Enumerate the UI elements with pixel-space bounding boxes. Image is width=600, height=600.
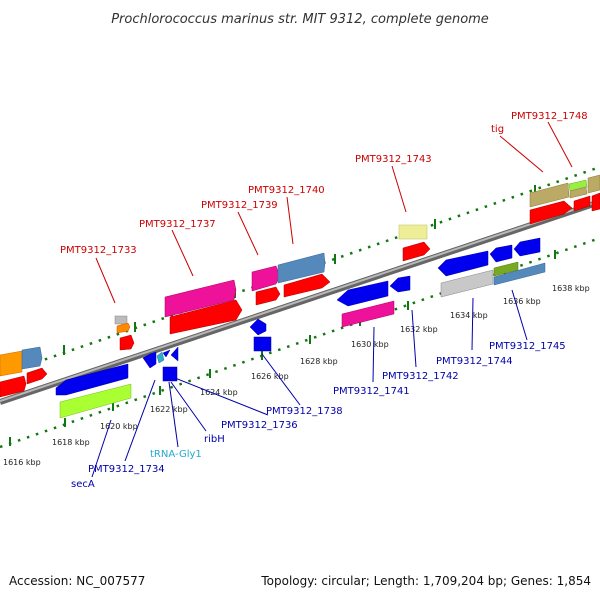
gene-box[interactable] xyxy=(440,269,494,298)
gene-arrow-forward[interactable] xyxy=(0,375,27,398)
gene-box[interactable] xyxy=(569,186,588,199)
gene-label[interactable]: PMT9312_1744 xyxy=(436,356,513,367)
gene-box[interactable] xyxy=(114,315,128,325)
gene-box[interactable] xyxy=(493,262,546,286)
tick-label: 1632 kbp xyxy=(400,325,438,334)
gene-arrow-reverse[interactable] xyxy=(156,351,165,364)
tick-label: 1634 kbp xyxy=(450,311,488,320)
tick-label: 1616 kbp xyxy=(3,458,41,467)
genome-title: Prochlorococcus marinus str. MIT 9312, c… xyxy=(111,12,489,27)
gene-label[interactable]: PMT9312_1742 xyxy=(382,371,459,382)
forward-label-leaders xyxy=(95,121,573,304)
gene-arrow-forward[interactable] xyxy=(277,252,326,284)
tick-label: 1624 kbp xyxy=(200,388,238,397)
gene-box[interactable] xyxy=(162,366,178,382)
gene-box[interactable] xyxy=(398,224,428,240)
gene-label[interactable]: ribH xyxy=(204,434,225,445)
reverse-gene-labels: secA PMT9312_1734 tRNA-Gly1 ribH PMT9312… xyxy=(71,341,566,490)
tick-label: 1638 kbp xyxy=(552,284,590,293)
tick-label: 1636 kbp xyxy=(503,297,541,306)
gene-label[interactable]: PMT9312_1748 xyxy=(511,111,588,122)
gene-label[interactable]: PMT9312_1739 xyxy=(201,200,278,211)
gene-label[interactable]: PMT9312_1741 xyxy=(333,386,410,397)
forward-gene-labels: PMT9312_1733 PMT9312_1737 PMT9312_1739 P… xyxy=(60,111,588,256)
gene-arrow-reverse[interactable] xyxy=(249,318,267,336)
tick-label: 1622 kbp xyxy=(150,405,188,414)
gene-label[interactable]: tig xyxy=(491,124,504,135)
gene-arrow-forward[interactable] xyxy=(283,273,331,298)
tick-label: 1626 kbp xyxy=(251,372,289,381)
gene-label[interactable]: PMT9312_1740 xyxy=(248,185,325,196)
tick-label: 1630 kbp xyxy=(351,340,389,349)
gene-label[interactable]: secA xyxy=(71,479,95,490)
gene-arrow-forward[interactable] xyxy=(573,195,591,212)
reverse-label-leaders xyxy=(91,289,528,478)
gene-box[interactable] xyxy=(59,383,132,419)
gene-arrow-forward[interactable] xyxy=(164,279,237,318)
gene-arrow-forward[interactable] xyxy=(255,286,281,306)
tick-label: 1628 kbp xyxy=(300,357,338,366)
gene-label[interactable]: PMT9312_1738 xyxy=(266,406,343,417)
genome-backbone-highlight xyxy=(0,200,600,402)
gene-arrow-forward[interactable] xyxy=(591,192,600,212)
tick-label: 1620 kbp xyxy=(100,422,138,431)
gene-arrow-reverse[interactable] xyxy=(336,280,389,307)
gene-arrow-forward[interactable] xyxy=(21,346,43,370)
gene-box[interactable] xyxy=(568,179,588,192)
gene-arrow-forward[interactable] xyxy=(529,200,573,225)
gene-arrow-reverse[interactable] xyxy=(489,244,513,263)
gene-arrow-forward[interactable] xyxy=(116,322,131,334)
gene-arrow-reverse[interactable] xyxy=(162,349,171,358)
gene-label[interactable]: PMT9312_1736 xyxy=(221,420,298,431)
gene-label[interactable]: PMT9312_1734 xyxy=(88,464,165,475)
gene-box[interactable] xyxy=(253,336,272,352)
gene-arrow-reverse[interactable] xyxy=(142,351,157,369)
gene-label[interactable]: PMT9312_1745 xyxy=(489,341,566,352)
gene-label[interactable]: PMT9312_1743 xyxy=(355,154,432,165)
gene-arrow-reverse[interactable] xyxy=(437,250,489,277)
reverse-features xyxy=(55,237,546,419)
genome-summary-text: Topology: circular; Length: 1,709,204 bp… xyxy=(260,574,591,588)
forward-features xyxy=(0,174,600,398)
gene-label[interactable]: PMT9312_1737 xyxy=(139,219,216,230)
reverse-track-guide xyxy=(0,236,600,449)
gene-arrow-forward[interactable] xyxy=(402,241,431,262)
gene-arrow-reverse[interactable] xyxy=(170,346,179,362)
gene-arrow-reverse[interactable] xyxy=(55,363,129,396)
gene-arrow-reverse[interactable] xyxy=(389,275,411,293)
forward-track-guide xyxy=(0,165,600,377)
accession-text: Accession: NC_007577 xyxy=(9,574,145,588)
gene-arrow-forward[interactable] xyxy=(169,299,243,335)
gene-label[interactable]: PMT9312_1733 xyxy=(60,245,137,256)
tick-label: 1618 kbp xyxy=(52,438,90,447)
gene-box[interactable] xyxy=(529,182,570,208)
tick-labels: 1616 kbp 1618 kbp 1620 kbp 1622 kbp 1624… xyxy=(3,284,590,467)
gene-arrow-forward[interactable] xyxy=(119,334,135,351)
gene-box[interactable] xyxy=(341,300,395,328)
gene-arrow-reverse[interactable] xyxy=(513,237,541,257)
gene-label[interactable]: tRNA-Gly1 xyxy=(150,449,202,460)
gene-box[interactable] xyxy=(493,261,519,277)
gene-arrow-forward[interactable] xyxy=(0,350,23,377)
gene-box[interactable] xyxy=(587,174,600,194)
gene-arrow-forward[interactable] xyxy=(26,367,48,385)
